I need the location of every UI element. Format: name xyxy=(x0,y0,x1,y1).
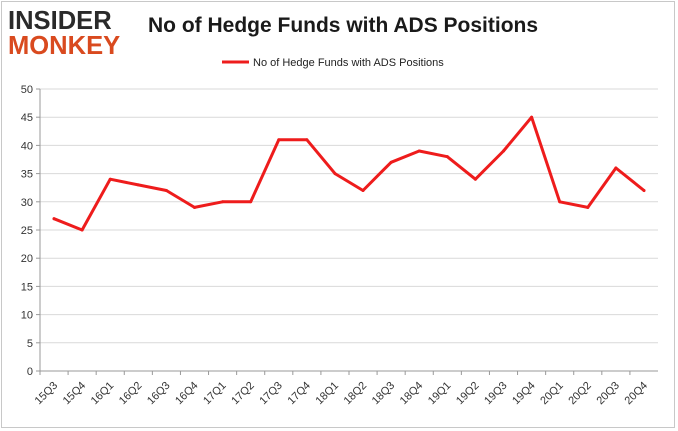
data-point xyxy=(136,183,140,187)
logo-line-2: MONKEY xyxy=(8,30,121,60)
series-line xyxy=(52,115,646,232)
x-axis: 15Q3 15Q4 16Q1 16Q2 16Q3 16Q4 17Q1 17Q2 17Q3 17Q4… xyxy=(33,371,650,407)
series-layer xyxy=(52,115,646,232)
gridlines xyxy=(40,88,658,372)
y-tick-label: 20 xyxy=(21,253,33,265)
x-tick-label: 20Q2 xyxy=(566,380,594,408)
legend-label: No of Hedge Funds with ADS Positions xyxy=(253,57,444,69)
data-point xyxy=(193,205,196,209)
x-tick-label: 18Q1 xyxy=(314,380,342,408)
y-tick-label: 50 xyxy=(21,84,33,96)
x-tick-label: 16Q2 xyxy=(117,380,145,408)
data-point xyxy=(108,177,112,181)
data-point xyxy=(445,155,449,159)
x-tick-label: 18Q2 xyxy=(342,380,370,408)
x-tick-label: 15Q4 xyxy=(61,380,89,408)
x-tick-label: 17Q3 xyxy=(257,380,285,408)
data-point xyxy=(642,189,646,193)
x-tick-label: 19Q1 xyxy=(426,380,454,408)
y-tick-label: 35 xyxy=(21,169,33,181)
data-point xyxy=(333,172,337,176)
logo-line-1: INSIDER xyxy=(8,5,112,35)
y-tick-label: 30 xyxy=(21,197,33,209)
insider-monkey-logo: INSIDER MONKEY xyxy=(8,6,128,58)
chart-title: No of Hedge Funds with ADS Positions xyxy=(148,14,539,37)
data-point xyxy=(530,115,534,119)
y-tick-label: 40 xyxy=(21,140,33,152)
data-point xyxy=(473,177,477,181)
data-point xyxy=(614,166,618,170)
data-point xyxy=(389,160,393,164)
y-tick-label: 5 xyxy=(27,338,33,350)
data-point xyxy=(502,149,505,153)
y-tick-label: 15 xyxy=(21,281,33,293)
x-tick-label: 20Q4 xyxy=(623,380,651,408)
x-tick-label: 16Q3 xyxy=(145,380,173,408)
data-point xyxy=(221,200,225,204)
x-tick-label: 19Q2 xyxy=(454,380,482,408)
data-point xyxy=(361,189,365,193)
legend: No of Hedge Funds with ADS Positions xyxy=(222,57,444,69)
x-tick-label: 16Q4 xyxy=(173,380,201,408)
x-tick-label: 17Q4 xyxy=(285,380,313,408)
x-tick-label: 15Q3 xyxy=(33,380,61,408)
x-tick-label: 19Q3 xyxy=(482,380,510,408)
x-tick-label: 20Q3 xyxy=(594,380,622,408)
data-point xyxy=(305,138,309,142)
data-point xyxy=(558,200,562,204)
data-point xyxy=(586,205,590,209)
x-tick-label: 16Q1 xyxy=(89,380,117,408)
data-point xyxy=(277,138,281,142)
data-point xyxy=(164,189,168,193)
x-tick-label: 20Q1 xyxy=(538,380,566,408)
y-tick-label: 10 xyxy=(21,310,33,322)
y-axis: 0 5 10 15 20 25 30 35 40 45 50 xyxy=(21,84,41,378)
x-tick-label: 17Q1 xyxy=(201,380,229,408)
data-point xyxy=(52,217,56,221)
x-tick-label: 18Q3 xyxy=(370,380,398,408)
data-point xyxy=(417,149,421,153)
x-tick-label: 17Q2 xyxy=(229,380,257,408)
data-point xyxy=(249,200,253,204)
y-tick-label: 25 xyxy=(21,225,33,237)
x-tick-label: 18Q4 xyxy=(398,380,426,408)
y-tick-label: 0 xyxy=(27,366,33,378)
y-tick-label: 45 xyxy=(21,112,33,124)
x-tick-label: 19Q4 xyxy=(510,380,538,408)
data-point xyxy=(80,228,84,232)
